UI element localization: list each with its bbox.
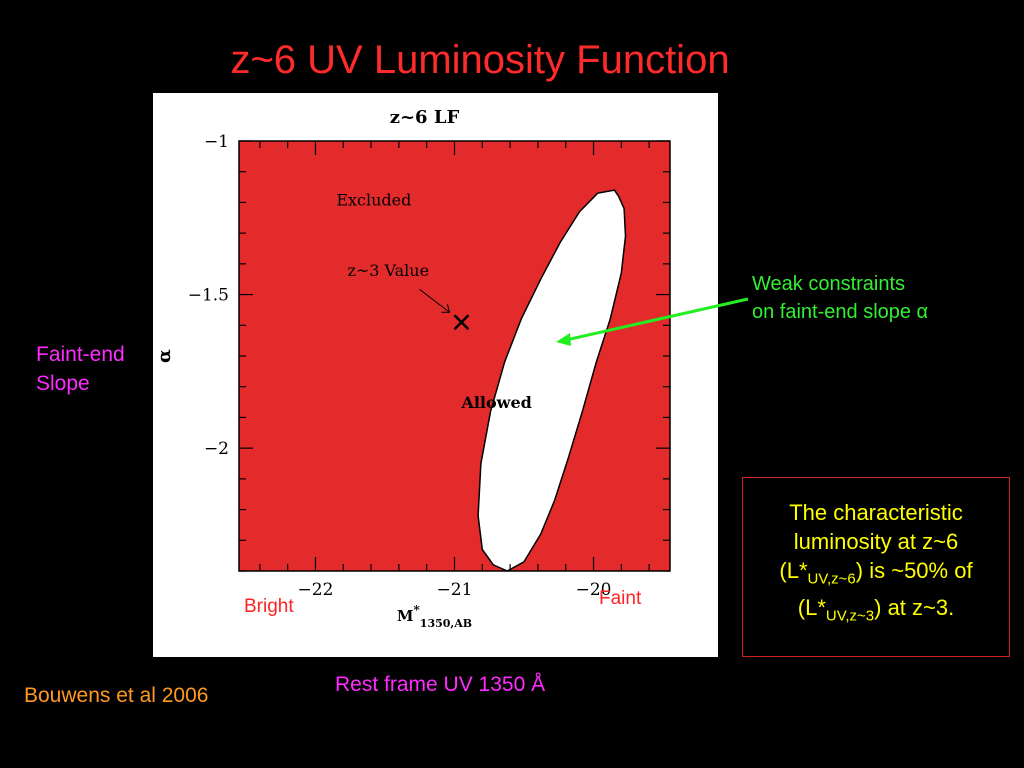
y-tick-label: −2 — [204, 439, 229, 459]
bright-label: Bright — [244, 596, 294, 617]
x-tick-label: −22 — [298, 580, 334, 600]
x-tick-label: −20 — [576, 580, 612, 600]
annotation-line-2: on faint-end slope α — [752, 301, 929, 323]
characteristic-luminosity-box: The characteristic luminosity at z~6 (L*… — [742, 477, 1010, 657]
faint-end-slope-label: Faint-end Slope — [36, 343, 125, 395]
z3-pointer-arrow — [419, 288, 450, 313]
excluded-label: Excluded — [336, 191, 411, 210]
x-axis-label: M*1350,AB — [397, 603, 472, 630]
chart-title: z~6 LF — [390, 107, 460, 128]
allowed-label: Allowed — [460, 393, 531, 412]
tick-marks — [239, 140, 670, 572]
box-line-4: (L*UV,z~3) at z~3. — [797, 595, 955, 625]
box-line-1: The characteristic — [789, 500, 963, 525]
x-tick-label: −21 — [437, 580, 473, 600]
y-tick-label: −1.5 — [188, 286, 229, 306]
faint-label: Faint — [599, 588, 642, 609]
z3-pointer-arrowhead — [441, 304, 451, 313]
citation: Bouwens et al 2006 — [24, 684, 209, 707]
box-line-2: luminosity at z~6 — [793, 529, 959, 554]
box-line-3: (L*UV,z~6) is ~50% of — [779, 558, 973, 588]
annotation-line-1: Weak constraints — [752, 273, 906, 295]
z3-value-label: z~3 Value — [347, 261, 429, 280]
annotation-arrow — [556, 297, 749, 346]
rest-frame-caption: Rest frame UV 1350 Å — [335, 673, 546, 696]
y-tick-label: −1 — [204, 132, 229, 152]
y-axis-label: α — [154, 349, 175, 363]
chart-svg: −22 −21 −20 −1 −1.5 −2 z~6 LF α M*1350,AB Exc… — [154, 107, 671, 630]
z3-value-marker — [453, 314, 470, 331]
slide-title: z~6 UV Luminosity Function — [230, 38, 730, 82]
chart-panel: −22 −21 −20 −1 −1.5 −2 z~6 LF α M*1350,AB Exc… — [153, 93, 718, 657]
weak-constraints-annotation: Weak constraints on faint-end slope α — [752, 270, 928, 326]
